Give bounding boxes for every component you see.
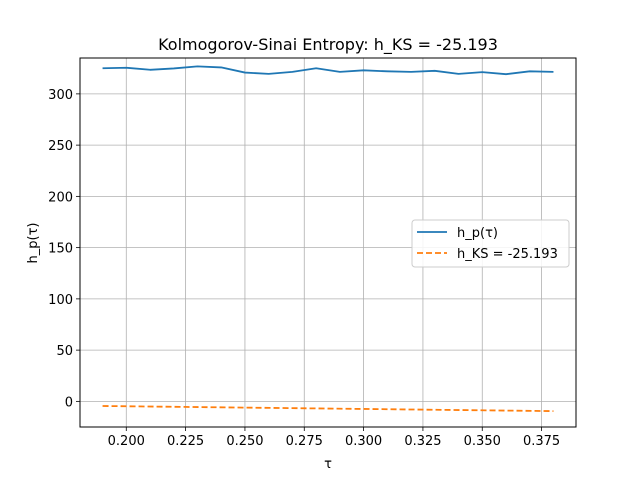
legend-label-series-1: h_KS = -25.193 xyxy=(457,247,558,262)
plot-series xyxy=(102,65,554,413)
series-line-0 xyxy=(102,65,554,76)
plot-area-frame xyxy=(79,57,577,428)
series-line-1 xyxy=(102,405,554,413)
y-tick-label: 50 xyxy=(56,344,73,359)
x-tick-label: 0.375 xyxy=(523,434,560,449)
x-tick-label: 0.275 xyxy=(286,434,323,449)
y-tick-label: 250 xyxy=(48,139,73,154)
x-tick-label: 0.250 xyxy=(226,434,263,449)
x-tick-label: 0.225 xyxy=(167,434,204,449)
axis-ticks: 0.200 0.225 0.250 0.275 0.300 0.325 0.350 0.375… xyxy=(48,88,560,449)
y-tick-label: 150 xyxy=(48,242,73,257)
y-axis-title: h_p(τ) xyxy=(26,223,41,264)
x-tick-label: 0.300 xyxy=(345,434,382,449)
y-tick-label: 300 xyxy=(48,88,73,103)
x-axis-title: τ xyxy=(324,457,332,472)
legend-label-series-0: h_p(τ) xyxy=(457,226,498,241)
y-tick-label: 100 xyxy=(48,293,73,308)
y-tick-label: 0 xyxy=(65,395,73,410)
x-tick-label: 0.350 xyxy=(464,434,501,449)
legend: h_p(τ) h_KS = -25.193 xyxy=(411,219,570,268)
y-tick-label: 200 xyxy=(48,190,73,205)
grid xyxy=(80,58,576,427)
legend-frame xyxy=(411,219,570,268)
x-tick-label: 0.200 xyxy=(108,434,145,449)
chart-title: Kolmogorov-Sinai Entropy: h_KS = -25.193 xyxy=(158,35,498,55)
x-tick-label: 0.325 xyxy=(404,434,441,449)
